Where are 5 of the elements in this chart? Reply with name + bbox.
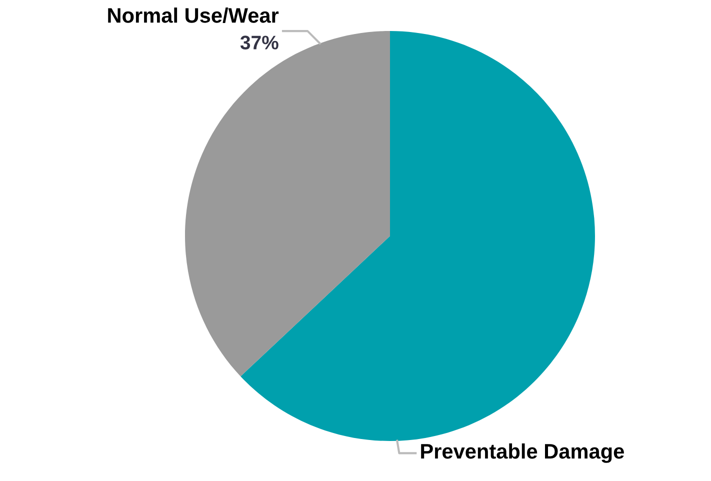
slice-label: Normal Use/Wear bbox=[108, 8, 279, 24]
pie-slice bbox=[240, 31, 595, 441]
data-label: 37% bbox=[240, 36, 278, 50]
pie-slice bbox=[185, 31, 390, 376]
slice-label: Preventable Damage bbox=[421, 443, 624, 463]
